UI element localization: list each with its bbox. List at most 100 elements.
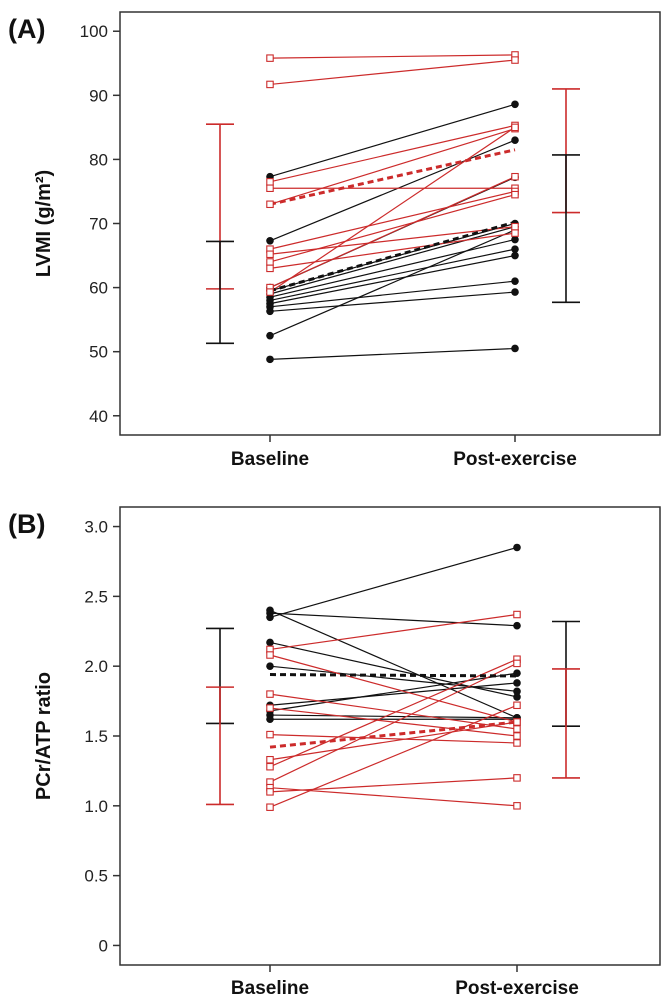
x-category-label: Post-exercise xyxy=(455,978,579,999)
subject-line xyxy=(269,126,516,293)
marker-open-square xyxy=(266,690,274,698)
y-tick-label: 2.5 xyxy=(84,587,108,606)
marker-filled-circle xyxy=(513,543,521,552)
marker-open-square xyxy=(266,258,274,266)
marker-filled-circle xyxy=(513,679,521,687)
marker-filled-circle xyxy=(266,662,274,670)
subject-line xyxy=(269,54,516,59)
marker-open-square xyxy=(266,803,274,811)
subject-line xyxy=(269,103,516,178)
marker-open-square xyxy=(266,730,274,739)
subject-line xyxy=(269,232,516,269)
subject-line xyxy=(269,613,518,651)
subject-line xyxy=(269,226,516,295)
y-tick-label: 70 xyxy=(89,215,108,234)
subject-line xyxy=(269,546,518,618)
marker-filled-circle xyxy=(513,693,521,701)
subject-line xyxy=(269,128,516,205)
mean-line xyxy=(269,148,516,206)
marker-open-square xyxy=(511,123,519,132)
marker-open-square xyxy=(266,184,274,193)
marker-filled-circle xyxy=(511,136,519,144)
marker-open-square xyxy=(513,739,521,747)
marker-open-square xyxy=(266,288,274,296)
marker-open-square xyxy=(513,802,521,810)
subject-line xyxy=(269,672,518,712)
y-tick-label: 80 xyxy=(89,150,108,169)
marker-filled-circle xyxy=(511,288,519,296)
subject-line xyxy=(269,226,516,255)
marker-open-square xyxy=(266,704,274,712)
subject-line xyxy=(269,139,516,242)
subject-line xyxy=(269,714,518,719)
marker-open-square xyxy=(513,610,521,619)
marker-filled-circle xyxy=(511,251,519,260)
marker-filled-circle xyxy=(511,344,519,353)
panel-a: (A) 40 50 60 70 80 90 100 Baseline Post-exercise L… xyxy=(8,11,661,470)
y-tick-label: 1.0 xyxy=(84,797,108,816)
y-tick-label: 0.5 xyxy=(84,867,108,886)
subject-line xyxy=(269,280,516,308)
subject-line xyxy=(269,194,516,263)
subject-line xyxy=(269,59,516,86)
subject-line xyxy=(269,190,516,250)
marker-open-square xyxy=(513,701,521,710)
y-axis-title: LVMI (g/m²) xyxy=(33,170,55,277)
marker-open-square xyxy=(266,755,274,764)
mean-line xyxy=(269,220,516,293)
y-tick-label: 0 xyxy=(99,936,108,955)
x-category-label: Baseline xyxy=(231,449,309,470)
marker-filled-circle xyxy=(513,669,521,677)
subject-line xyxy=(269,641,518,698)
marker-filled-circle xyxy=(511,100,519,109)
subject-line xyxy=(269,347,516,360)
panel-label: (A) xyxy=(8,14,45,44)
subject-line xyxy=(269,693,518,730)
subject-line xyxy=(269,662,518,783)
panel-b: (B) 0 0.5 1.0 1.5 2.0 2.5 3.0 Baseline Post-exerc… xyxy=(8,506,661,999)
subject-line xyxy=(269,124,516,183)
marker-open-square xyxy=(513,774,521,782)
marker-open-square xyxy=(511,56,519,64)
subject-line xyxy=(269,734,518,744)
marker-open-square xyxy=(511,222,519,231)
subject-line xyxy=(269,682,518,706)
marker-open-square xyxy=(511,229,519,237)
marker-filled-circle xyxy=(266,237,274,245)
x-category-label: Post-exercise xyxy=(453,449,577,470)
y-tick-label: 40 xyxy=(89,407,108,426)
marker-open-square xyxy=(266,178,274,186)
marker-open-square xyxy=(266,200,274,209)
plot-frame xyxy=(119,11,661,436)
marker-open-square xyxy=(511,172,519,181)
marker-filled-circle xyxy=(511,235,519,244)
subject-line xyxy=(269,609,518,719)
x-category-label: Baseline xyxy=(231,978,309,999)
y-tick-label: 1.5 xyxy=(84,727,108,746)
marker-filled-circle xyxy=(513,621,521,630)
marker-open-square xyxy=(513,718,521,726)
marker-filled-circle xyxy=(266,331,274,340)
marker-filled-circle xyxy=(511,245,519,253)
y-tick-label: 3.0 xyxy=(84,518,108,537)
mean-line xyxy=(269,673,518,678)
marker-open-square xyxy=(513,659,521,668)
marker-filled-circle xyxy=(266,307,274,316)
marker-filled-circle xyxy=(266,613,274,622)
marker-open-square xyxy=(266,54,274,62)
subject-line xyxy=(269,704,518,808)
subject-line xyxy=(269,612,518,627)
marker-open-square xyxy=(266,250,274,259)
marker-open-square xyxy=(266,264,274,273)
y-tick-label: 60 xyxy=(89,279,108,298)
subject-line xyxy=(269,176,516,289)
subject-line xyxy=(269,721,518,761)
subject-line xyxy=(269,254,516,305)
marker-open-square xyxy=(266,80,274,89)
y-axis-title: PCr/ATP ratio xyxy=(33,672,55,800)
marker-open-square xyxy=(266,762,274,771)
marker-filled-circle xyxy=(511,277,519,285)
marker-filled-circle xyxy=(266,638,274,647)
